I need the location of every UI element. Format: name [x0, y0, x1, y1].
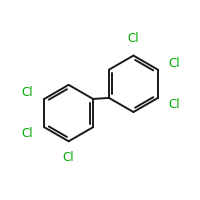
Text: Cl: Cl	[128, 32, 139, 45]
Text: Cl: Cl	[22, 127, 33, 140]
Text: Cl: Cl	[169, 57, 180, 70]
Text: Cl: Cl	[22, 86, 33, 99]
Text: Cl: Cl	[63, 151, 74, 164]
Text: Cl: Cl	[169, 98, 180, 111]
